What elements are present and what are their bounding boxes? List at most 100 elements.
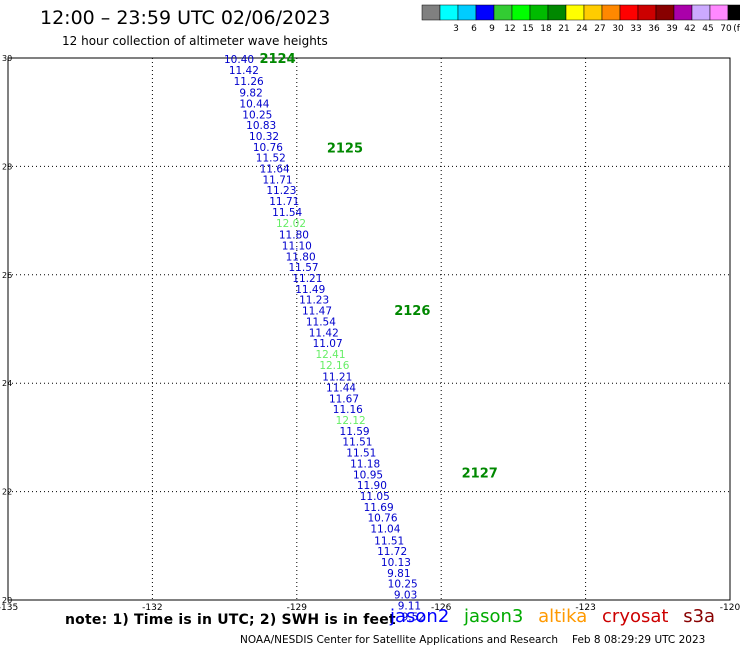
swh-point-label: 11.71 [263,174,293,186]
swh-point-label: 11.72 [377,546,407,558]
y-tick-label: 30 [2,54,12,63]
color-scale-swatch [727,4,740,21]
pass-number-label: 2125 [327,141,363,156]
y-tick-label: 28 [2,162,12,171]
swh-point-label: 10.83 [246,120,276,132]
swh-point-label: 9.82 [239,88,262,100]
color-scale-tick-label: 42 [684,24,695,34]
swh-point-label: 10.25 [242,109,272,121]
chart-title: 12:00 – 23:59 UTC 02/06/2023 [40,7,331,29]
chart-subtitle: 12 hour collection of altimeter wave hei… [62,34,328,48]
swh-point-label: 12.12 [336,415,366,427]
credit-text: NOAA/NESDIS Center for Satellite Applica… [240,634,558,646]
swh-point-label: 11.64 [260,164,290,176]
swh-point-label: 10.40 [224,54,254,66]
swh-point-label: 11.49 [295,284,325,296]
color-scale-tick-label: 39 [666,24,678,34]
swh-point-label: 11.69 [364,502,394,514]
credit-line: NOAA/NESDIS Center for Satellite Applica… [240,634,705,646]
swh-point-label: 11.59 [340,426,370,438]
color-scale-tick-label: 18 [540,24,552,34]
swh-point-label: 11.54 [306,316,336,328]
color-scale-tick-label: 9 [489,24,495,34]
swh-point-label: 12.16 [319,360,349,372]
swh-point-label: 11.21 [322,372,352,384]
color-scale-tick-label: 45 [702,24,713,34]
units-note: note: 1) Time is in UTC; 2) SWH is in fe… [65,612,396,628]
swh-point-label: 11.80 [286,251,316,263]
swh-point-label: 11.44 [326,383,356,395]
color-scale-unit: (ft) [733,24,740,34]
swh-point-label: 11.52 [256,153,286,165]
swh-point-label: 11.16 [333,404,363,416]
color-scale-tick-label: 33 [630,24,641,34]
swh-point-label: 11.51 [342,437,372,449]
color-scale-tick-label: 70 [720,24,732,34]
swh-point-label: 11.42 [229,65,259,77]
color-scale-tick-label: 3 [453,24,459,34]
color-scale-tick-label: 36 [648,24,660,34]
swh-point-label: 11.47 [302,306,332,318]
color-scale-tick-label: 27 [594,24,605,34]
swh-point-label: 11.07 [313,338,343,350]
swh-point-label: 9.03 [394,590,417,602]
swh-point-label: 11.67 [329,393,359,405]
swh-point-label: 10.25 [388,579,418,591]
swh-point-label: 12.02 [276,218,306,230]
satellite-legend-cryosat: cryosat [602,606,669,627]
swh-point-label: 11.90 [357,480,387,492]
swh-point-label: 11.57 [289,262,319,274]
satellite-legend-altika: altika [538,606,588,627]
swh-point-label: 11.21 [292,273,322,285]
swh-point-label: 10.95 [353,469,383,481]
satellite-legend-s3a: s3a [683,606,716,627]
satellite-legend-jason3: jason3 [464,606,524,627]
x-tick-label: -120 [720,603,740,613]
swh-point-label: 11.23 [299,295,329,307]
swh-point-label: 11.51 [346,448,376,460]
pass-number-label: 2126 [394,304,430,319]
satellite-legend-jason2: jason2 [390,606,450,627]
swh-point-label: 10.76 [367,513,397,525]
swh-point-label: 10.32 [249,131,279,143]
color-scale-tick-label: 21 [558,24,569,34]
x-tick-label: -135 [0,603,18,613]
plot-frame [7,57,731,601]
swh-point-label: 9.52 [402,611,425,623]
swh-point-label: 11.18 [350,458,380,470]
swh-point-label: 11.54 [272,207,302,219]
satellite-legend: jason2 jason3 altika cryosat s3a [390,606,724,627]
swh-point-label: 10.76 [253,142,283,154]
y-tick-label: 22 [2,488,12,497]
swh-point-label: 11.05 [360,491,390,503]
swh-point-label: 9.11 [398,600,421,612]
swh-point-label: 11.51 [374,535,404,547]
color-scale-tick-label: 12 [504,24,515,34]
swh-point-label: 10.44 [239,99,269,111]
swh-point-label: 11.80 [279,230,309,242]
color-scale-tick-label: 6 [471,24,477,34]
pass-number-label: 2124 [259,52,295,67]
swh-point-label: 12.41 [315,349,345,361]
swh-point-label: 11.04 [370,523,400,535]
color-scale-tick-label: 30 [612,24,624,34]
x-tick-label: -126 [431,603,452,613]
swh-point-label: 11.23 [266,185,296,197]
x-tick-label: -132 [142,603,162,613]
generated-timestamp: Feb 8 08:29:29 UTC 2023 [572,634,706,646]
y-tick-label: 20 [2,596,12,605]
x-tick-label: -129 [287,603,308,613]
swh-point-label: 11.71 [269,196,299,208]
pass-number-label: 2127 [462,467,498,482]
swh-point-label: 11.42 [309,327,339,339]
swh-point-label: 9.81 [387,568,410,580]
color-scale-tick-label: 15 [522,24,533,34]
color-scale-tick-label: 24 [576,24,588,34]
x-tick-label: -123 [575,603,595,613]
swh-point-label: 11.10 [282,241,312,253]
swh-point-label: 10.13 [381,557,411,569]
y-tick-label: 24 [2,379,12,388]
y-tick-label: 26 [2,271,12,280]
